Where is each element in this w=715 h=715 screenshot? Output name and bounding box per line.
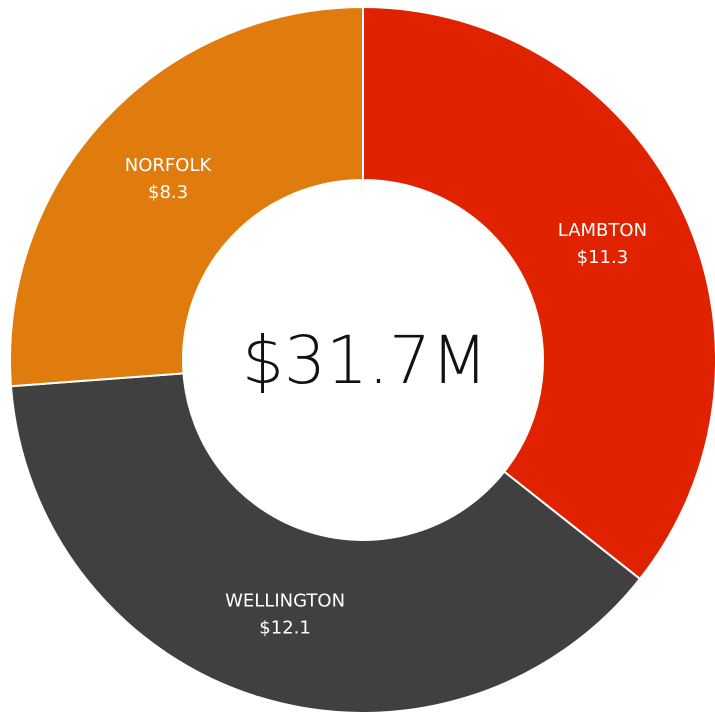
- segment-name: LAMBTON: [558, 220, 647, 241]
- donut-segment: [9, 5, 364, 388]
- segment-value: $12.1: [259, 617, 311, 638]
- segment-value: $8.3: [148, 182, 188, 203]
- segment-name: NORFOLK: [125, 155, 213, 176]
- segment-name: WELLINGTON: [225, 590, 345, 611]
- donut-segment: [9, 372, 642, 714]
- segment-value: $11.3: [577, 247, 629, 268]
- center-label: $31.7M: [242, 322, 488, 399]
- donut-segment: [362, 5, 715, 581]
